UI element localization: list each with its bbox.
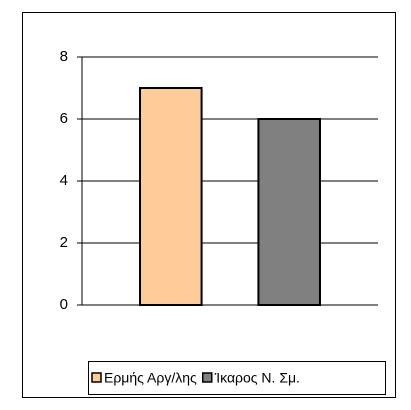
legend-marker <box>202 372 213 383</box>
bar <box>257 118 321 306</box>
y-tick-label: 4 <box>60 172 68 189</box>
legend-marker <box>91 372 102 383</box>
legend-box <box>88 361 386 395</box>
bar <box>139 87 203 306</box>
y-tick-label: 0 <box>60 296 68 313</box>
y-tick-label: 2 <box>60 234 68 251</box>
y-tick-label: 8 <box>60 48 68 65</box>
chart-border <box>22 12 396 398</box>
legend-label: Ερμής Αργ/λης <box>104 370 197 386</box>
legend-label: Ίκαρος Ν. Σμ. <box>214 370 300 386</box>
y-tick-label: 6 <box>60 110 68 127</box>
